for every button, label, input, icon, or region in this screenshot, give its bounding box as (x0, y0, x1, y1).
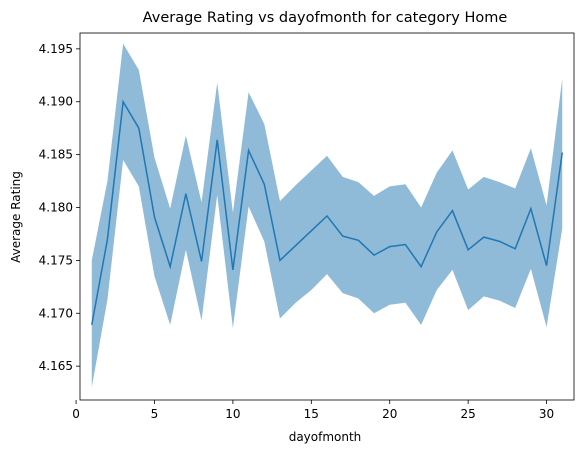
y-tick-label: 4.170 (39, 306, 73, 320)
x-axis: 0 5 10 15 20 25 30 (72, 400, 554, 421)
series-line (91, 99, 563, 326)
y-tick-label: 4.190 (39, 95, 73, 109)
x-tick-label: 20 (382, 407, 397, 421)
x-tick-label: 0 (72, 407, 80, 421)
y-tick-label: 4.165 (39, 359, 73, 373)
y-tick-label: 4.185 (39, 148, 73, 162)
plot-area (91, 43, 563, 388)
y-tick-label: 4.195 (39, 42, 73, 56)
x-tick-label: 5 (151, 407, 159, 421)
y-axis: 4.165 4.170 4.175 4.180 4.185 4.190 4.195 (39, 42, 80, 373)
y-tick-label: 4.180 (39, 201, 73, 215)
x-tick-label: 15 (304, 407, 319, 421)
axes-frame (79, 32, 575, 401)
chart-title: Average Rating vs dayofmonth for categor… (143, 10, 508, 26)
x-tick-label: 10 (225, 407, 240, 421)
y-axis-label: Average Rating (9, 171, 23, 263)
x-tick-label: 30 (539, 407, 554, 421)
x-tick-label: 25 (461, 407, 476, 421)
x-axis-label: dayofmonth (289, 430, 362, 444)
y-tick-label: 4.175 (39, 253, 73, 267)
